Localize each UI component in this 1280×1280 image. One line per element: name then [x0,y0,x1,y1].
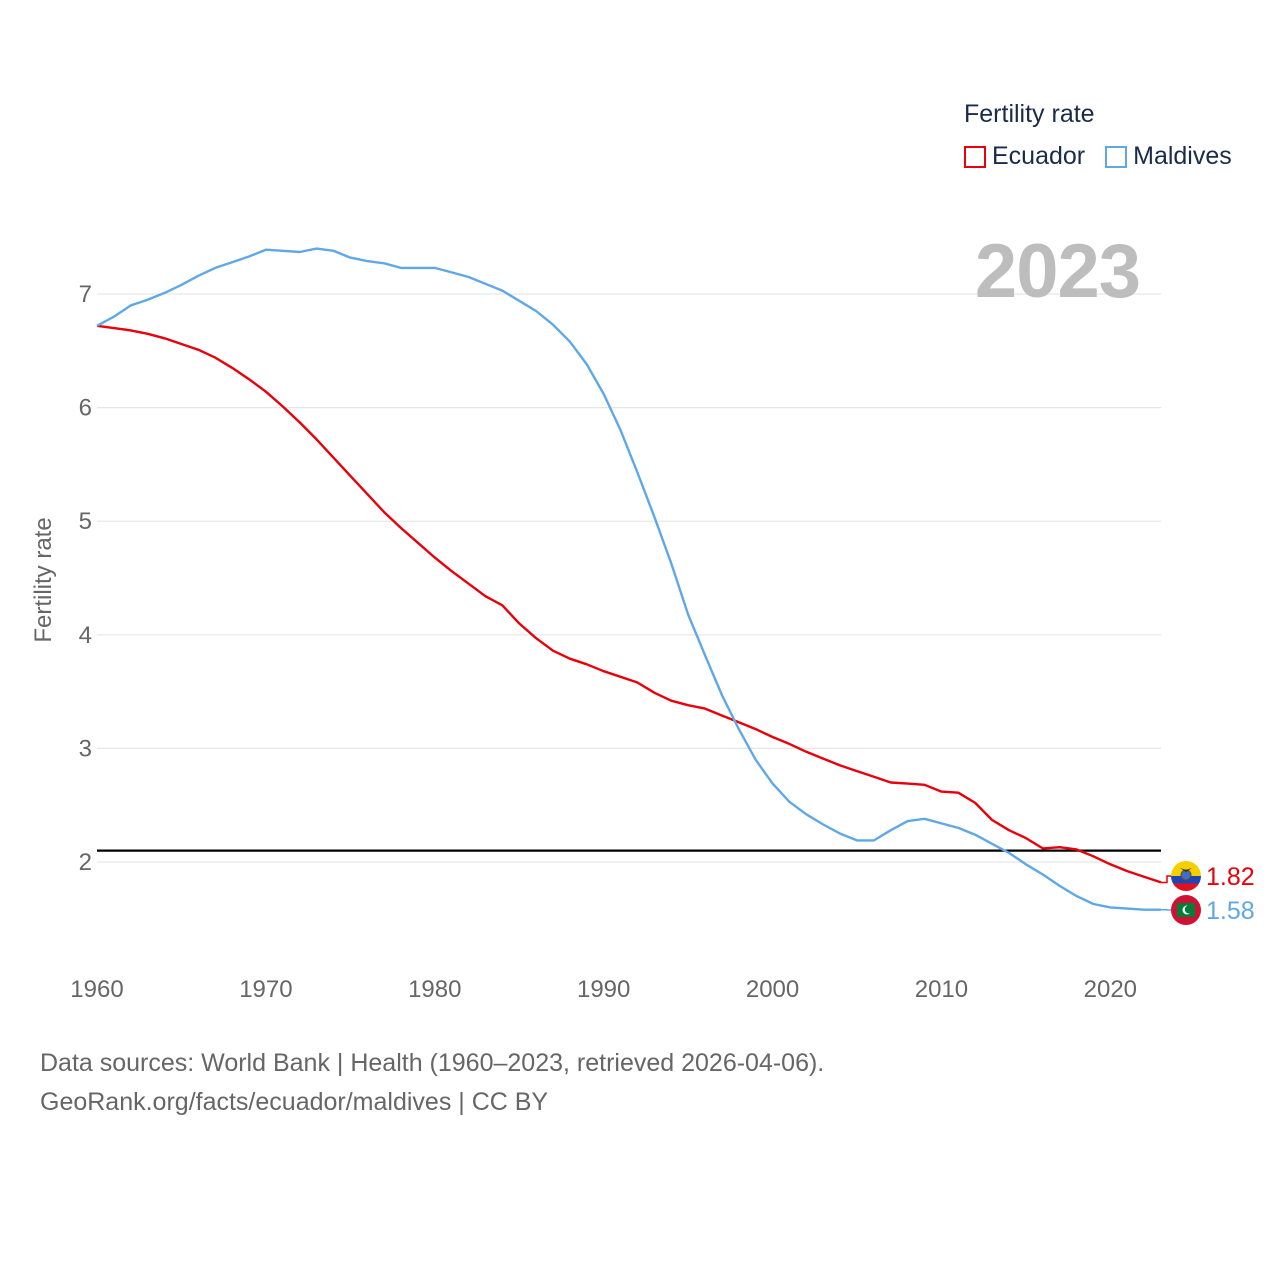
x-tick-label: 2010 [915,976,968,1003]
y-axis-title: Fertility rate [30,517,57,642]
end-value-maldives: 1.58 [1206,897,1255,925]
legend-label-ecuador: Ecuador [992,142,1086,170]
x-tick-label: 1990 [577,976,630,1003]
y-tick-label: 3 [79,735,92,762]
year-label: 2023 [974,229,1141,314]
source-note: Data sources: World Bank | Health (1960–… [40,1044,824,1122]
end-markers: 1.82 1.58 [1161,861,1255,925]
legend-item-ecuador[interactable]: Ecuador [964,142,1085,171]
maldives-flag-icon [1171,895,1201,925]
end-connector-ecuador [1161,875,1173,884]
x-tick-label: 2000 [746,976,799,1003]
y-tick-label: 6 [79,395,92,422]
x-tick-label: 1960 [70,976,123,1003]
series-lines [96,247,1162,911]
gridlines [97,293,1161,863]
ecuador-flag-icon [1171,861,1201,891]
x-tick-label: 2020 [1084,976,1137,1003]
legend: Ecuador Maldives [964,142,1252,171]
end-value-ecuador: 1.82 [1206,863,1255,891]
legend-item-maldives[interactable]: Maldives [1105,142,1232,171]
y-tick-label: 2 [79,849,92,876]
x-tick-label: 1980 [408,976,461,1003]
series-line-maldives[interactable] [96,247,1161,911]
legend-title: Fertility rate [964,100,1095,128]
y-axis-ticks: 2 3 4 5 6 7 [79,281,92,876]
x-axis-ticks: 1960 1970 1980 1990 2000 2010 2020 [70,976,1137,1003]
source-line-2[interactable]: GeoRank.org/facts/ecuador/maldives | CC … [40,1088,549,1116]
legend-swatch-maldives [1105,145,1128,168]
y-tick-label: 7 [79,281,92,308]
y-tick-label: 5 [79,508,92,535]
y-tick-label: 4 [79,622,92,649]
source-line-1: Data sources: World Bank | Health (1960–… [40,1049,825,1077]
series-line-ecuador[interactable] [96,324,1162,884]
legend-swatch-ecuador [964,145,986,168]
x-tick-label: 1970 [239,976,292,1003]
legend-label-maldives: Maldives [1133,142,1232,170]
